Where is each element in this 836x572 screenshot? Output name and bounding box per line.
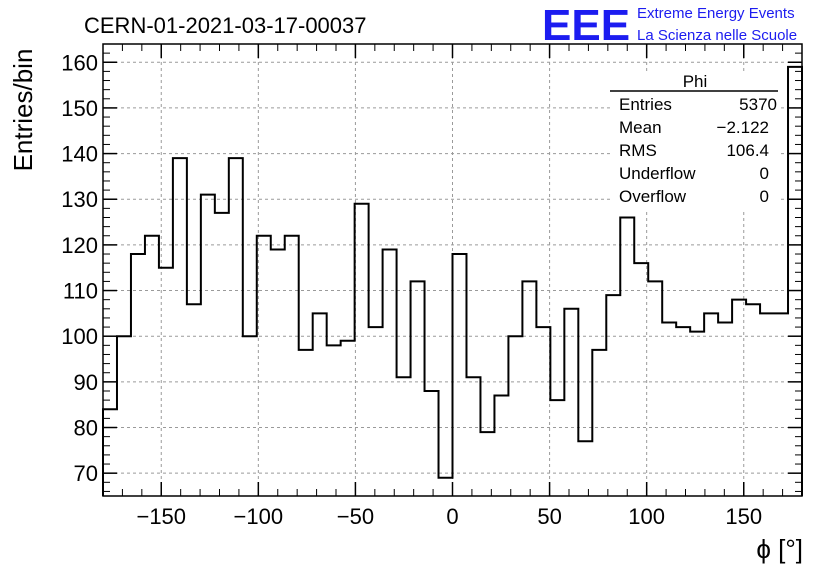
histogram-bin bbox=[550, 400, 564, 496]
histogram-bins bbox=[102, 65, 803, 496]
histogram-bin bbox=[466, 377, 480, 496]
x-tick-label: 0 bbox=[446, 504, 458, 529]
y-tick-label: 90 bbox=[74, 370, 98, 395]
stats-rms-label: RMS bbox=[619, 141, 657, 160]
x-axis-title: ϕ [°] bbox=[756, 534, 803, 564]
histogram-bin bbox=[606, 295, 620, 496]
histogram-bin bbox=[746, 304, 760, 496]
histogram-bin bbox=[480, 432, 494, 496]
histogram-bin bbox=[425, 391, 439, 496]
histogram-bin bbox=[145, 236, 159, 496]
y-tick-label: 100 bbox=[61, 324, 98, 349]
histogram-bin bbox=[397, 377, 411, 496]
histogram-bin bbox=[453, 254, 467, 496]
y-axis-title: Entries/bin bbox=[8, 49, 38, 172]
stats-name: Phi bbox=[683, 72, 708, 91]
stats-rms-value: 106.4 bbox=[726, 141, 769, 160]
histogram-bin bbox=[383, 249, 397, 496]
histogram-bin bbox=[117, 336, 131, 496]
histogram-bin bbox=[257, 236, 271, 496]
histogram-bin bbox=[662, 323, 676, 496]
histogram-bin bbox=[201, 195, 215, 496]
histogram-bin bbox=[299, 350, 313, 496]
stats-box-background bbox=[610, 72, 780, 212]
y-tick-label: 80 bbox=[74, 416, 98, 441]
x-tick-label: −100 bbox=[234, 504, 284, 529]
histogram-bin bbox=[522, 281, 536, 496]
histogram-bin bbox=[704, 313, 718, 496]
histogram-bin bbox=[341, 341, 355, 496]
histogram-bin bbox=[578, 441, 592, 496]
histogram-bin bbox=[508, 336, 522, 496]
histogram-bin bbox=[494, 396, 508, 496]
chart-title: CERN-01-2021-03-17-00037 bbox=[84, 13, 367, 38]
histogram-bin bbox=[243, 336, 257, 496]
stats-mean-label: Mean bbox=[619, 118, 662, 137]
stats-entries-label: Entries bbox=[619, 95, 672, 114]
histogram-bin bbox=[676, 327, 690, 496]
stats-mean-value: −2.122 bbox=[717, 118, 769, 137]
y-tick-label: 70 bbox=[74, 461, 98, 486]
histogram-bin bbox=[173, 158, 187, 496]
stats-underflow-value: 0 bbox=[760, 164, 769, 183]
y-tick-label: 160 bbox=[61, 50, 98, 75]
histogram-bin bbox=[229, 158, 243, 496]
stats-overflow-value: 0 bbox=[760, 187, 769, 206]
stats-underflow-label: Underflow bbox=[619, 164, 696, 183]
histogram-bin bbox=[327, 345, 341, 496]
histogram-bin bbox=[774, 313, 788, 496]
histogram-bin bbox=[215, 213, 229, 496]
y-tick-label: 140 bbox=[61, 142, 98, 167]
histogram-bin bbox=[159, 268, 173, 496]
histogram-bin bbox=[690, 332, 704, 496]
x-tick-label: −50 bbox=[337, 504, 374, 529]
x-tick-label: −150 bbox=[136, 504, 186, 529]
x-tick-label: 100 bbox=[628, 504, 665, 529]
histogram-bin bbox=[592, 350, 606, 496]
histogram-bin bbox=[187, 304, 201, 496]
histogram-bin bbox=[718, 323, 732, 496]
y-tick-label: 150 bbox=[61, 96, 98, 121]
stats-overflow-label: Overflow bbox=[619, 187, 687, 206]
histogram-bin bbox=[439, 478, 453, 496]
logo-line-2: La Scienza nelle Scuole bbox=[637, 27, 797, 44]
histogram-bin bbox=[103, 409, 117, 496]
y-tick-label: 120 bbox=[61, 233, 98, 258]
eee-logo-mark: EEE bbox=[542, 1, 630, 50]
stats-box: Phi Entries 5370 Mean −2.122 RMS 106.4 U… bbox=[610, 72, 780, 212]
histogram-bin bbox=[313, 313, 327, 496]
histogram-bin bbox=[620, 217, 634, 496]
y-tick-label: 130 bbox=[61, 187, 98, 212]
histogram-bin bbox=[536, 327, 550, 496]
y-tick-label: 110 bbox=[63, 279, 98, 304]
plot-frame bbox=[102, 43, 803, 497]
x-tick-label: 50 bbox=[537, 504, 561, 529]
axis-ticks: −150 −100 −50 0 50 100 150 70 80 90 100 110 120 130 14… bbox=[61, 43, 803, 529]
histogram-bin bbox=[369, 327, 383, 496]
histogram-bin bbox=[285, 236, 299, 496]
histogram-bin bbox=[648, 281, 662, 496]
histogram-bin bbox=[760, 313, 774, 496]
histogram-bin bbox=[355, 204, 369, 496]
logo-line-1: Extreme Energy Events bbox=[637, 5, 795, 22]
histogram-bin bbox=[732, 300, 746, 496]
histogram-bin bbox=[411, 281, 425, 496]
stats-entries-value: 5370 bbox=[739, 95, 777, 114]
histogram-outline bbox=[102, 65, 803, 496]
histogram-bin bbox=[634, 263, 648, 496]
x-tick-label: 150 bbox=[725, 504, 762, 529]
histogram-bin bbox=[271, 249, 285, 496]
histogram-bin bbox=[131, 254, 145, 496]
histogram-bin bbox=[564, 309, 578, 496]
